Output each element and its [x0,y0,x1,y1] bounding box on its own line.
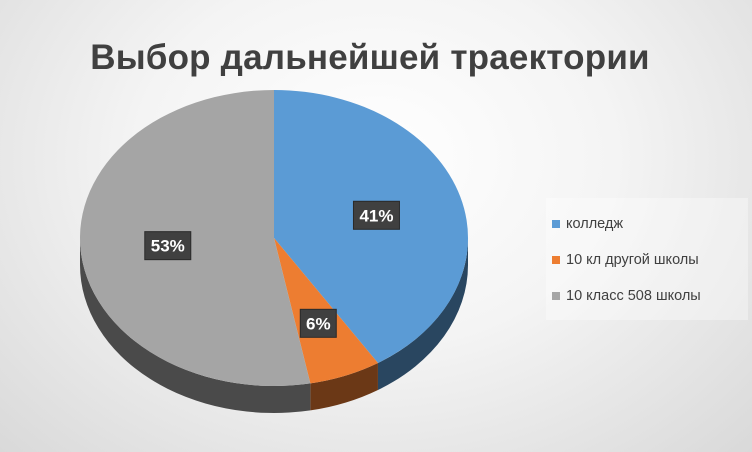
pie-sides [80,238,468,413]
legend-item-10-класс-508-школы: 10 класс 508 школы [552,278,742,314]
legend-swatch [552,256,560,264]
data-label-10-кл-другой-школы: 6% [299,308,337,338]
data-label-колледж: 41% [352,200,400,230]
pie-slice-10-класс-508-школы [80,90,311,386]
data-label-box [299,308,337,338]
data-label-box [352,200,400,230]
legend-item-колледж: колледж [552,206,742,242]
legend-label: 10 кл другой школы [566,252,699,268]
data-label-text: 6% [306,314,331,333]
pie-side-10-класс-508-школы [80,238,311,413]
pie-side-10-кл-другой-школы [310,362,378,411]
chart-title: Выбор дальнейшей траектории [90,38,650,77]
pie-side-колледж [377,238,468,390]
pie-labels: 41% 6% 53% [144,200,400,338]
data-label-text: 53% [151,237,185,256]
pie-tops [80,90,469,386]
legend: колледж 10 кл другой школы 10 класс 508 шк… [546,198,748,320]
data-label-box [144,231,192,261]
legend-label: 10 класс 508 школы [566,288,701,304]
data-label-text: 41% [359,206,393,225]
data-label-10-класс-508-школы: 53% [144,231,192,261]
legend-swatch [552,220,560,228]
legend-swatch [552,292,560,300]
legend-item-10-кл-другой-школы: 10 кл другой школы [552,242,742,278]
legend-label: колледж [566,216,624,232]
